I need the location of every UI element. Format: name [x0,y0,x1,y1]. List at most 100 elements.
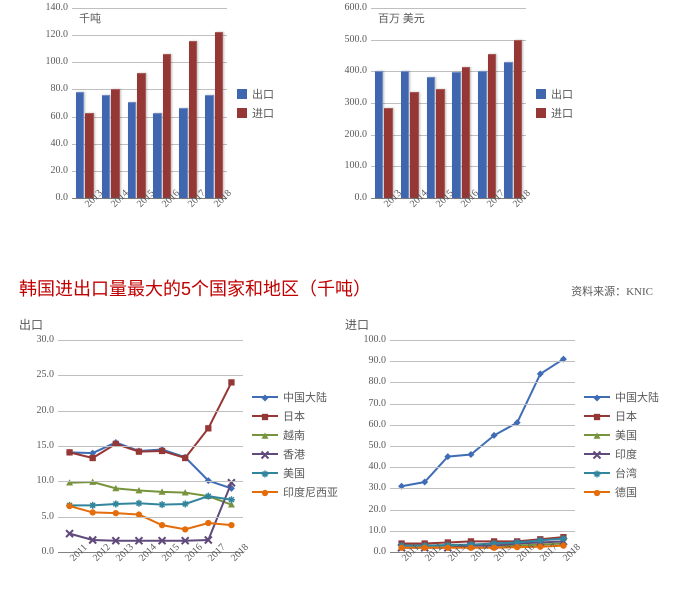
y-tick-label: 5.0 [42,511,55,522]
y-tick-label: 70.0 [369,398,387,409]
legend-item: 越南 [252,428,338,442]
legend-label: 美国 [615,427,637,443]
unit-label: 百万 美元 [378,10,425,26]
data-marker [228,379,234,385]
legend-item: 台湾 [584,466,659,480]
legend-label: 台湾 [615,465,637,481]
data-marker [182,500,189,507]
data-marker [135,500,142,507]
bar-export [452,72,461,198]
bar-export [205,95,214,198]
y-tick-label: 40.0 [369,461,387,472]
data-marker [90,455,96,461]
y-tick-label: 80.0 [369,376,387,387]
bar-import [163,54,172,198]
section-title: 韩国进出口量最大的5个国家和地区（千吨） [19,275,371,301]
y-tick-label: 600.0 [345,2,368,13]
data-marker [182,526,188,532]
data-marker [514,544,520,550]
y-tick-label: 40.0 [51,138,69,149]
bar-import [488,54,497,198]
legend-item: 日本 [252,409,338,423]
legend-item: 印度 [584,447,659,461]
y-tick-label: 300.0 [345,97,368,108]
unit-label: 千吨 [79,10,101,26]
legend: 出口 进口 [536,87,573,125]
legend-label: 日本 [283,408,305,424]
data-marker [90,509,96,515]
y-tick-label: 60.0 [51,111,69,122]
chart-value-usd: 百万 美元 出口 进口 0.0100.0200.0300.0400.0500.0… [316,3,606,238]
legend-item: 印度尼西亚 [252,485,338,499]
data-marker [136,449,142,455]
y-tick-label: 10.0 [369,525,387,536]
legend-item-export: 出口 [237,87,274,101]
bar-import [410,92,419,198]
bar-import [215,32,224,198]
bar-export [478,71,487,198]
data-marker [112,500,119,507]
legend-label: 香港 [283,446,305,462]
bar-export [76,92,85,198]
y-tick-label: 200.0 [345,129,368,140]
data-marker [445,545,451,551]
y-tick-label: 30.0 [369,482,387,493]
y-tick-label: 30.0 [37,334,55,345]
y-tick-label: 60.0 [369,419,387,430]
y-tick-label: 140.0 [46,2,69,13]
bar-import [436,89,445,198]
y-tick-label: 0.0 [42,546,55,557]
y-tick-label: 50.0 [369,440,387,451]
legend: 出口 进口 [237,87,274,125]
y-tick-label: 400.0 [345,65,368,76]
data-marker [159,501,166,508]
data-marker [182,455,188,461]
legend-item: 德国 [584,485,659,499]
bar-export [153,113,162,199]
bar-import [111,89,120,198]
y-tick-label: 0.0 [355,192,368,203]
legend: 中国大陆日本美国印度台湾德国 [584,390,659,504]
data-marker [560,542,566,548]
data-marker [537,544,543,550]
series-line [70,482,232,505]
bar-export [128,102,137,198]
plot-area [371,8,526,198]
section-label-export: 出口 [19,316,43,333]
bar-import [189,41,198,198]
legend-label: 德国 [615,484,637,500]
plot-area [58,340,243,552]
y-tick-label: 100.0 [46,56,69,67]
y-tick-label: 500.0 [345,34,368,45]
legend-item: 香港 [252,447,338,461]
y-tick-label: 0.0 [374,546,387,557]
data-marker [398,545,404,551]
legend-item: 美国 [252,466,338,480]
y-tick-label: 20.0 [51,165,69,176]
data-marker [205,520,211,526]
data-marker [422,545,428,551]
data-marker [159,448,165,454]
legend-item-import: 进口 [536,106,573,120]
y-tick-label: 0.0 [56,192,69,203]
y-tick-label: 20.0 [369,504,387,515]
bar-export [427,77,436,198]
legend-item: 美国 [584,428,659,442]
y-tick-label: 80.0 [51,83,69,94]
y-tick-label: 10.0 [37,475,55,486]
y-tick-label: 100.0 [364,334,387,345]
chart-import-top5: 中国大陆日本美国印度台湾德国 0.010.020.030.040.050.060… [345,335,665,593]
bar-import [137,73,146,198]
legend-label: 中国大陆 [615,389,659,405]
data-marker [89,502,96,509]
legend-label: 印度尼西亚 [283,484,338,500]
legend-item: 中国大陆 [252,390,338,404]
bar-import [85,113,94,199]
plot-area [390,340,575,552]
legend-label: 中国大陆 [283,389,327,405]
legend-label: 印度 [615,446,637,462]
bar-import [384,108,393,198]
chart-export-top5: 中国大陆日本越南香港美国印度尼西亚 0.05.010.015.020.025.0… [19,335,339,593]
bar-export [401,71,410,198]
data-marker [113,510,119,516]
